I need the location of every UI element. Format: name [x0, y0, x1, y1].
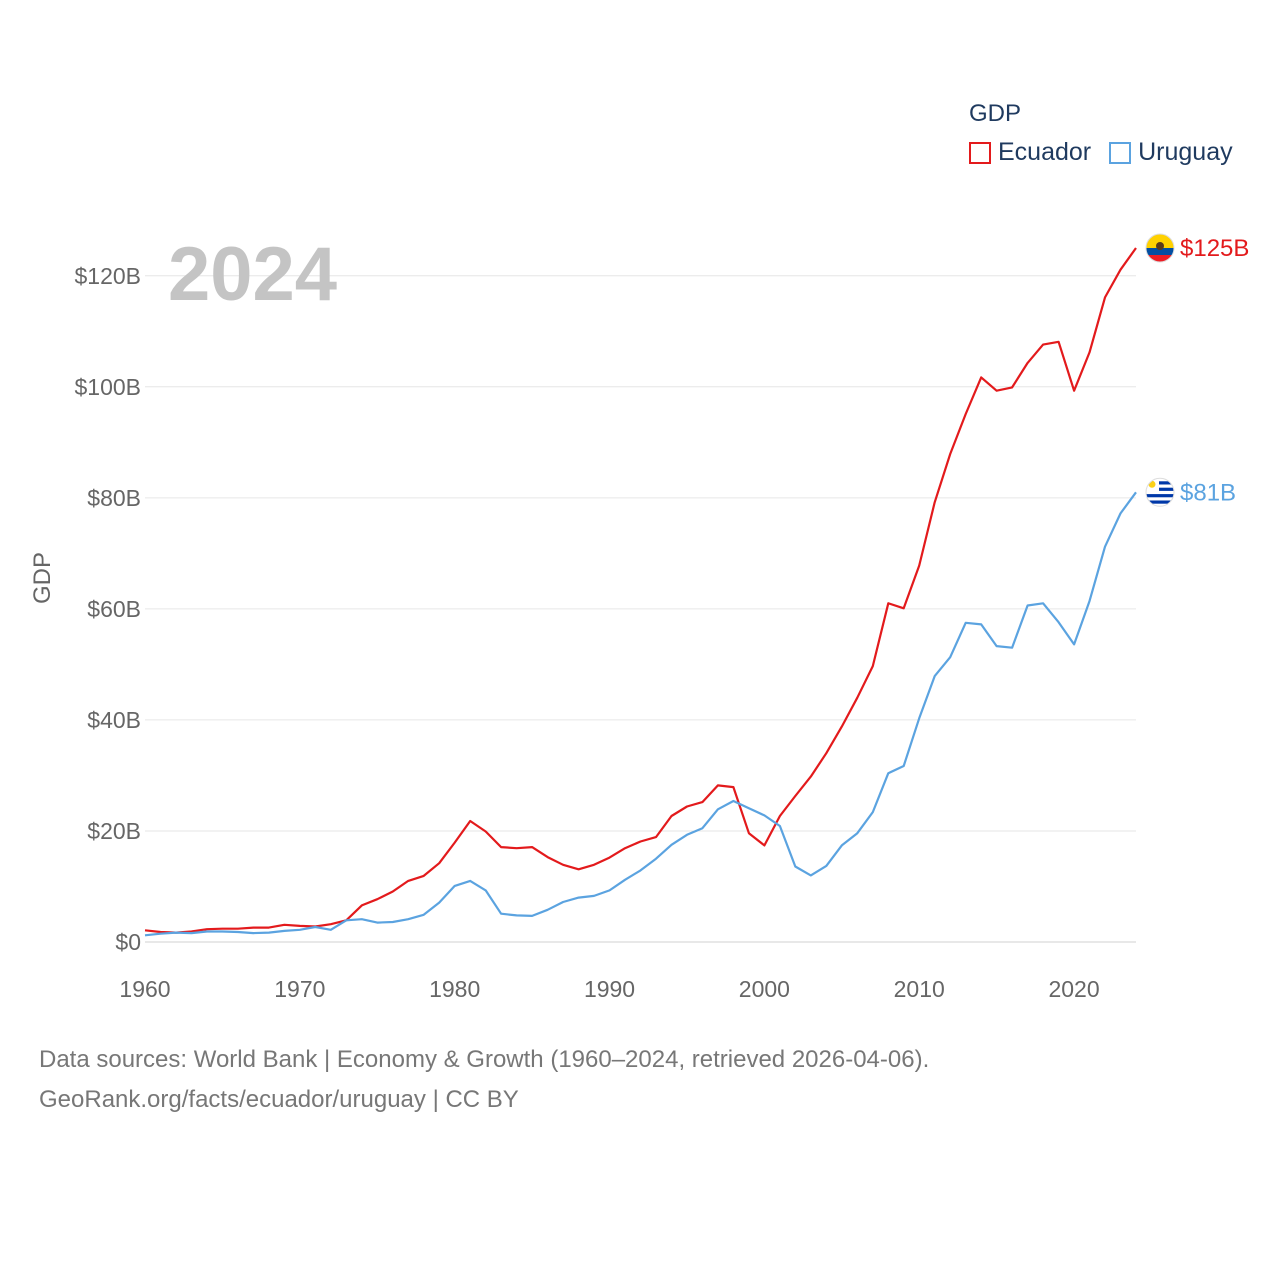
y-tick-label: $20B [87, 818, 141, 844]
series-line-uruguay [144, 491, 1137, 937]
legend-item-uruguay[interactable]: Uruguay [1109, 138, 1233, 167]
legend-label-ecuador: Ecuador [998, 138, 1092, 166]
series-line-ecuador [144, 247, 1137, 934]
end-value-label-ecuador: $125B [1180, 235, 1249, 262]
y-tick-label: $100B [74, 374, 141, 400]
end-labels: $125B $81B [1145, 233, 1249, 507]
uruguay-flag-icon [1145, 477, 1175, 507]
legend-title: GDP [969, 100, 1022, 127]
x-tick-label: 2020 [1048, 976, 1099, 1002]
legend-swatch-uruguay [1109, 141, 1132, 164]
legend: GDP Ecuador Uruguay [969, 100, 1251, 167]
y-tick-label: $60B [87, 596, 141, 622]
end-value-label-uruguay: $81B [1180, 479, 1236, 506]
footer-link[interactable]: GeoRank.org/facts/ecuador/uruguay | CC B… [39, 1086, 519, 1113]
x-axis-ticks: 1960 1970 1980 1990 2000 2010 2020 [119, 976, 1099, 1002]
ecuador-flag-icon [1145, 233, 1175, 263]
x-tick-label: 1980 [429, 976, 480, 1002]
series-group [144, 247, 1137, 937]
legend-item-ecuador[interactable]: Ecuador [969, 138, 1091, 167]
y-tick-label: $40B [87, 707, 141, 733]
x-tick-label: 2000 [739, 976, 790, 1002]
x-tick-label: 2010 [894, 976, 945, 1002]
y-tick-label: $0 [115, 929, 141, 955]
legend-items: Ecuador Uruguay [969, 138, 1251, 167]
x-tick-label: 1990 [584, 976, 635, 1002]
x-tick-label: 1960 [119, 976, 170, 1002]
y-axis-ticks: $0 $20B $40B $60B $80B $100B $120B [74, 263, 141, 955]
footer-sources: Data sources: World Bank | Economy & Gro… [39, 1046, 930, 1073]
legend-swatch-ecuador [969, 141, 991, 164]
y-axis-label: GDP [29, 552, 56, 604]
big-year-label: 2024 [168, 232, 337, 317]
y-tick-label: $80B [87, 485, 141, 511]
x-tick-label: 1970 [274, 976, 325, 1002]
y-tick-label: $120B [74, 263, 141, 289]
legend-label-uruguay: Uruguay [1138, 138, 1233, 166]
gridlines [145, 275, 1136, 832]
footer: Data sources: World Bank | Economy & Gro… [39, 1040, 929, 1120]
